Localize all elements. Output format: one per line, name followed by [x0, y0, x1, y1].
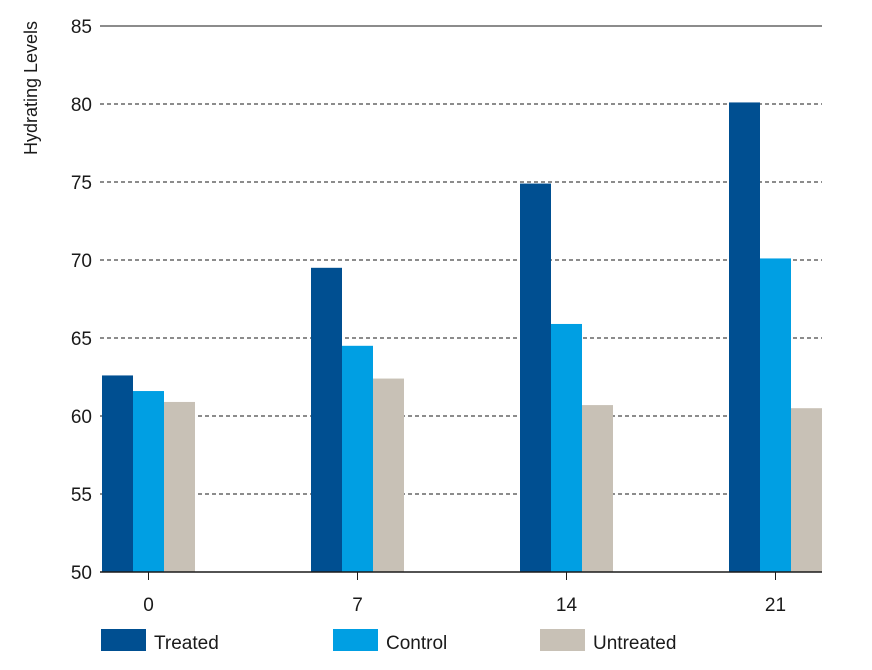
legend-label-treated: Treated	[154, 633, 219, 654]
bar-untreated-7	[373, 378, 404, 572]
bar-control-0	[133, 391, 164, 572]
bars	[102, 102, 822, 572]
x-tick-label: 0	[143, 595, 154, 616]
x-tick-label: 14	[556, 595, 578, 616]
legend-label-control: Control	[386, 633, 447, 654]
y-tick-label: 85	[71, 17, 92, 38]
axes: 50 55 60 65 70 75 80 85 0 7 14 21	[71, 17, 822, 616]
bar-untreated-0	[164, 401, 195, 572]
legend-swatch-untreated	[540, 629, 585, 651]
bar-treated-0	[102, 375, 133, 572]
bar-treated-14	[520, 183, 551, 572]
legend-label-untreated: Untreated	[593, 633, 676, 654]
bar-control-21	[760, 258, 791, 572]
x-tick-label: 21	[765, 595, 786, 616]
legend: Treated Control Untreated	[101, 629, 676, 654]
y-tick-label: 65	[71, 329, 92, 350]
y-tick-label: 80	[71, 95, 92, 116]
bar-control-14	[551, 323, 582, 572]
bar-treated-21	[729, 102, 760, 572]
x-tick-label: 7	[352, 595, 363, 616]
y-tick-label: 75	[71, 173, 92, 194]
y-tick-label: 55	[71, 485, 92, 506]
bar-control-7	[342, 345, 373, 572]
bar-untreated-21	[791, 408, 822, 572]
gridlines	[100, 25, 822, 495]
y-tick-label: 60	[71, 407, 92, 428]
legend-swatch-treated	[101, 629, 146, 651]
y-axis-title: Hydrating Levels	[21, 21, 41, 155]
y-tick-label: 50	[71, 563, 92, 584]
legend-swatch-control	[333, 629, 378, 651]
bar-untreated-14	[582, 405, 613, 572]
bar-treated-7	[311, 267, 342, 572]
y-tick-label: 70	[71, 251, 92, 272]
